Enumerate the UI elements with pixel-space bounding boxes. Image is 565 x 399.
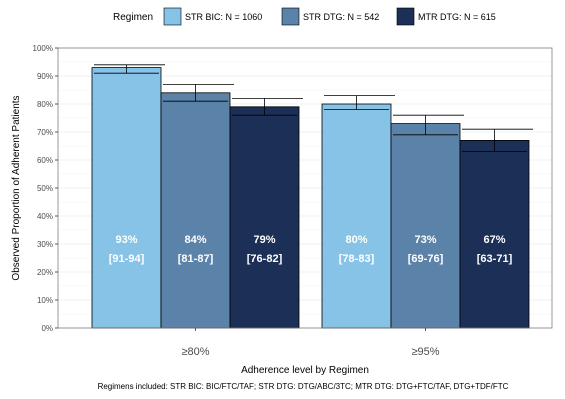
y-tick-label: 70% xyxy=(37,128,53,137)
bar-value-label: 80% xyxy=(345,234,367,246)
y-tick-label: 40% xyxy=(37,212,53,221)
y-tick-label: 100% xyxy=(33,44,53,53)
y-axis-title: Observed Proportion of Adherent Patients xyxy=(11,95,22,280)
bar-ci-label: [76-82] xyxy=(247,253,283,265)
y-tick-label: 60% xyxy=(37,156,53,165)
x-axis: ≥80% ≥95% xyxy=(181,328,440,358)
legend-key-series-1 xyxy=(163,7,182,26)
y-tick-label: 80% xyxy=(37,100,53,109)
bar-95-series-3 xyxy=(459,139,530,329)
bar-ci-label: [81-87] xyxy=(178,253,214,265)
bars xyxy=(91,67,530,329)
y-tick-label: 50% xyxy=(37,184,53,193)
y-tick-label: 90% xyxy=(37,72,53,81)
bar-80-series-2 xyxy=(160,92,231,329)
y-tick-label: 20% xyxy=(37,268,53,277)
bar-ci-label: [63-71] xyxy=(477,253,513,265)
y-tick-label: 0% xyxy=(41,324,53,333)
bar-ci-label: [69-76] xyxy=(408,253,444,265)
legend-label-series-3: MTR DTG: N = 615 xyxy=(418,12,496,22)
bar-ci-label: [78-83] xyxy=(339,253,375,265)
x-category-label: ≥80% xyxy=(181,346,209,358)
bar-80-series-3 xyxy=(229,106,300,329)
x-axis-title: Adherence level by Regimen xyxy=(241,365,369,376)
bar-value-label: 84% xyxy=(184,234,206,246)
footnote: Regimens included: STR BIC: BIC/FTC/TAF;… xyxy=(98,382,509,391)
bar-value-label: 73% xyxy=(414,234,436,246)
legend-title: Regimen xyxy=(113,12,153,23)
legend-label-series-2: STR DTG: N = 542 xyxy=(303,12,379,22)
bar-value-label: 93% xyxy=(115,234,137,246)
y-tick-label: 10% xyxy=(37,296,53,305)
y-axis: 0% 10% 20% 30% 40% 50% 60% 70% 80% 90% 100% xyxy=(33,44,58,333)
legend: Regimen STR BIC: N = 1060 STR DTG: N = 54… xyxy=(113,7,496,26)
x-category-label: ≥95% xyxy=(411,346,439,358)
bar-80-series-1 xyxy=(91,67,162,329)
legend-key-series-2 xyxy=(281,7,300,26)
legend-label-series-1: STR BIC: N = 1060 xyxy=(185,12,262,22)
bar-value-label: 67% xyxy=(483,234,505,246)
legend-key-series-3 xyxy=(396,7,415,26)
bar-95-series-2 xyxy=(390,123,461,329)
bar-95-series-1 xyxy=(321,103,392,329)
y-tick-label: 30% xyxy=(37,240,53,249)
error-bars xyxy=(94,64,533,153)
bar-value-label: 79% xyxy=(253,234,275,246)
bar-ci-label: [91-94] xyxy=(109,253,145,265)
bar-labels: 93% [91-94] 84% [81-87] 79% [76-82] 80% [78-83]… xyxy=(109,234,513,265)
